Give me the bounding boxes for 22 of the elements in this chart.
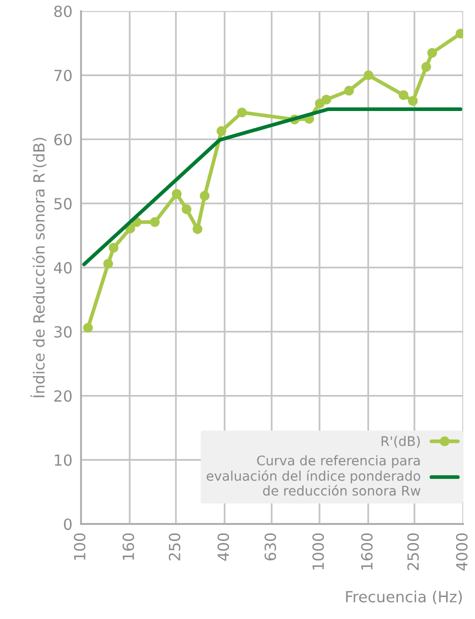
x-tick-label: 1000 <box>312 533 324 570</box>
x-tick-label: 2500 <box>407 533 419 570</box>
x-tick-label: 250 <box>168 533 180 560</box>
y-tick-label: 0 <box>64 518 72 530</box>
x-tick-label: 4000 <box>456 533 468 570</box>
x-tick-label: 1600 <box>361 533 373 570</box>
x-tick-label: 100 <box>74 533 86 560</box>
y-tick-label: 80 <box>54 6 72 18</box>
x-axis-title: Frecuencia (Hz) <box>346 590 462 604</box>
x-tick-label: 400 <box>217 533 230 561</box>
y-tick-label: 40 <box>54 262 72 274</box>
y-tick-label: 20 <box>54 390 72 402</box>
y-tick-label: 60 <box>54 134 72 146</box>
x-tick-label: 630 <box>264 533 276 560</box>
legend-label: Curva de referencia para evaluación del índice ponderado de reducción sonora Rw <box>206 455 420 496</box>
y-tick-label: 30 <box>54 326 72 338</box>
x-tick-label: 160 <box>122 533 134 560</box>
y-tick-label: 70 <box>54 70 72 82</box>
y-axis-title: Índice de Reducción sonora R'(dB) <box>30 138 46 398</box>
legend-label: R'(dB) <box>382 436 420 448</box>
y-tick-label: 10 <box>54 454 72 466</box>
y-tick-label: 50 <box>54 198 72 210</box>
